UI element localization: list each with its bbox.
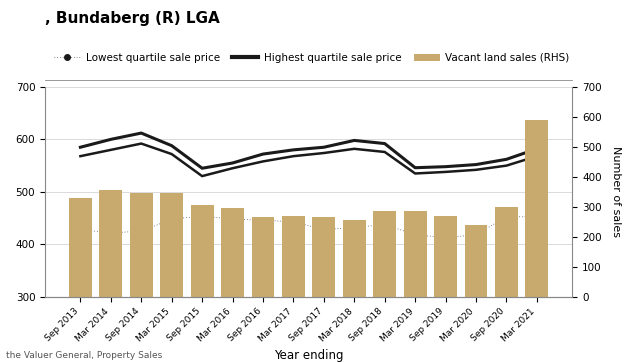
- Text: , Bundaberg (R) LGA: , Bundaberg (R) LGA: [45, 11, 220, 26]
- Bar: [221, 209, 244, 297]
- Bar: [282, 216, 305, 297]
- Legend: Lowest quartile sale price, Highest quartile sale price, Vacant land sales (RHS): Lowest quartile sale price, Highest quar…: [50, 49, 574, 67]
- Text: the Valuer General, Property Sales: the Valuer General, Property Sales: [6, 351, 163, 360]
- Bar: [374, 211, 396, 297]
- Bar: [495, 207, 518, 297]
- Bar: [69, 198, 92, 297]
- Bar: [312, 217, 335, 297]
- Bar: [465, 225, 487, 297]
- Bar: [130, 193, 152, 297]
- Bar: [251, 217, 275, 297]
- Y-axis label: Number of sales: Number of sales: [611, 146, 621, 237]
- X-axis label: Year ending: Year ending: [274, 349, 343, 362]
- Bar: [343, 220, 366, 297]
- Bar: [160, 193, 183, 297]
- Bar: [100, 190, 122, 297]
- Bar: [404, 211, 426, 297]
- Bar: [191, 205, 213, 297]
- Bar: [525, 120, 548, 297]
- Bar: [434, 216, 457, 297]
